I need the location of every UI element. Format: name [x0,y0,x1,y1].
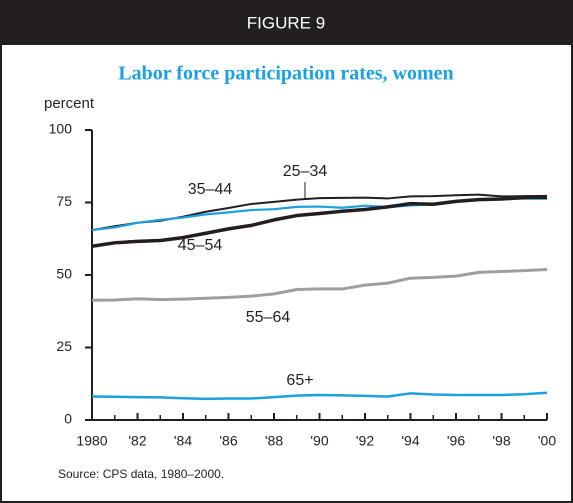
series-label: 35–44 [188,181,233,198]
x-tick-label: '82 [128,433,146,449]
y-tick-label: 75 [56,193,72,209]
y-tick-label: 50 [56,266,72,282]
series-line [91,195,548,249]
series-label: 65+ [286,372,313,389]
x-tick-label: '86 [219,433,237,449]
y-tick-label: 25 [56,338,72,354]
y-axis-label: percent [44,95,95,112]
y-tick-label: 0 [64,411,72,427]
x-tick-label: '88 [265,433,283,449]
header: FIGURE 9 [247,13,325,32]
series-line [91,391,548,401]
x-tick-label: '92 [356,433,374,449]
series-label: 25–34 [283,163,328,180]
x-tick-label: 1980 [76,433,107,449]
series-label: 55–64 [246,309,291,326]
x-tick-label: '98 [492,433,510,449]
source: Source: CPS data, 1980–2000. [58,467,224,481]
x-tick-label: '00 [538,433,556,449]
x-tick-label: '90 [310,433,328,449]
series-line [91,267,548,302]
y-tick-label: 100 [49,121,73,137]
x-tick-label: '94 [401,433,419,449]
x-tick-label: '84 [174,433,192,449]
x-tick-label: '96 [447,433,465,449]
chart-title: Labor force participation rates, women [118,63,453,85]
series-label: 45–54 [178,237,223,254]
header-bar [0,0,573,45]
